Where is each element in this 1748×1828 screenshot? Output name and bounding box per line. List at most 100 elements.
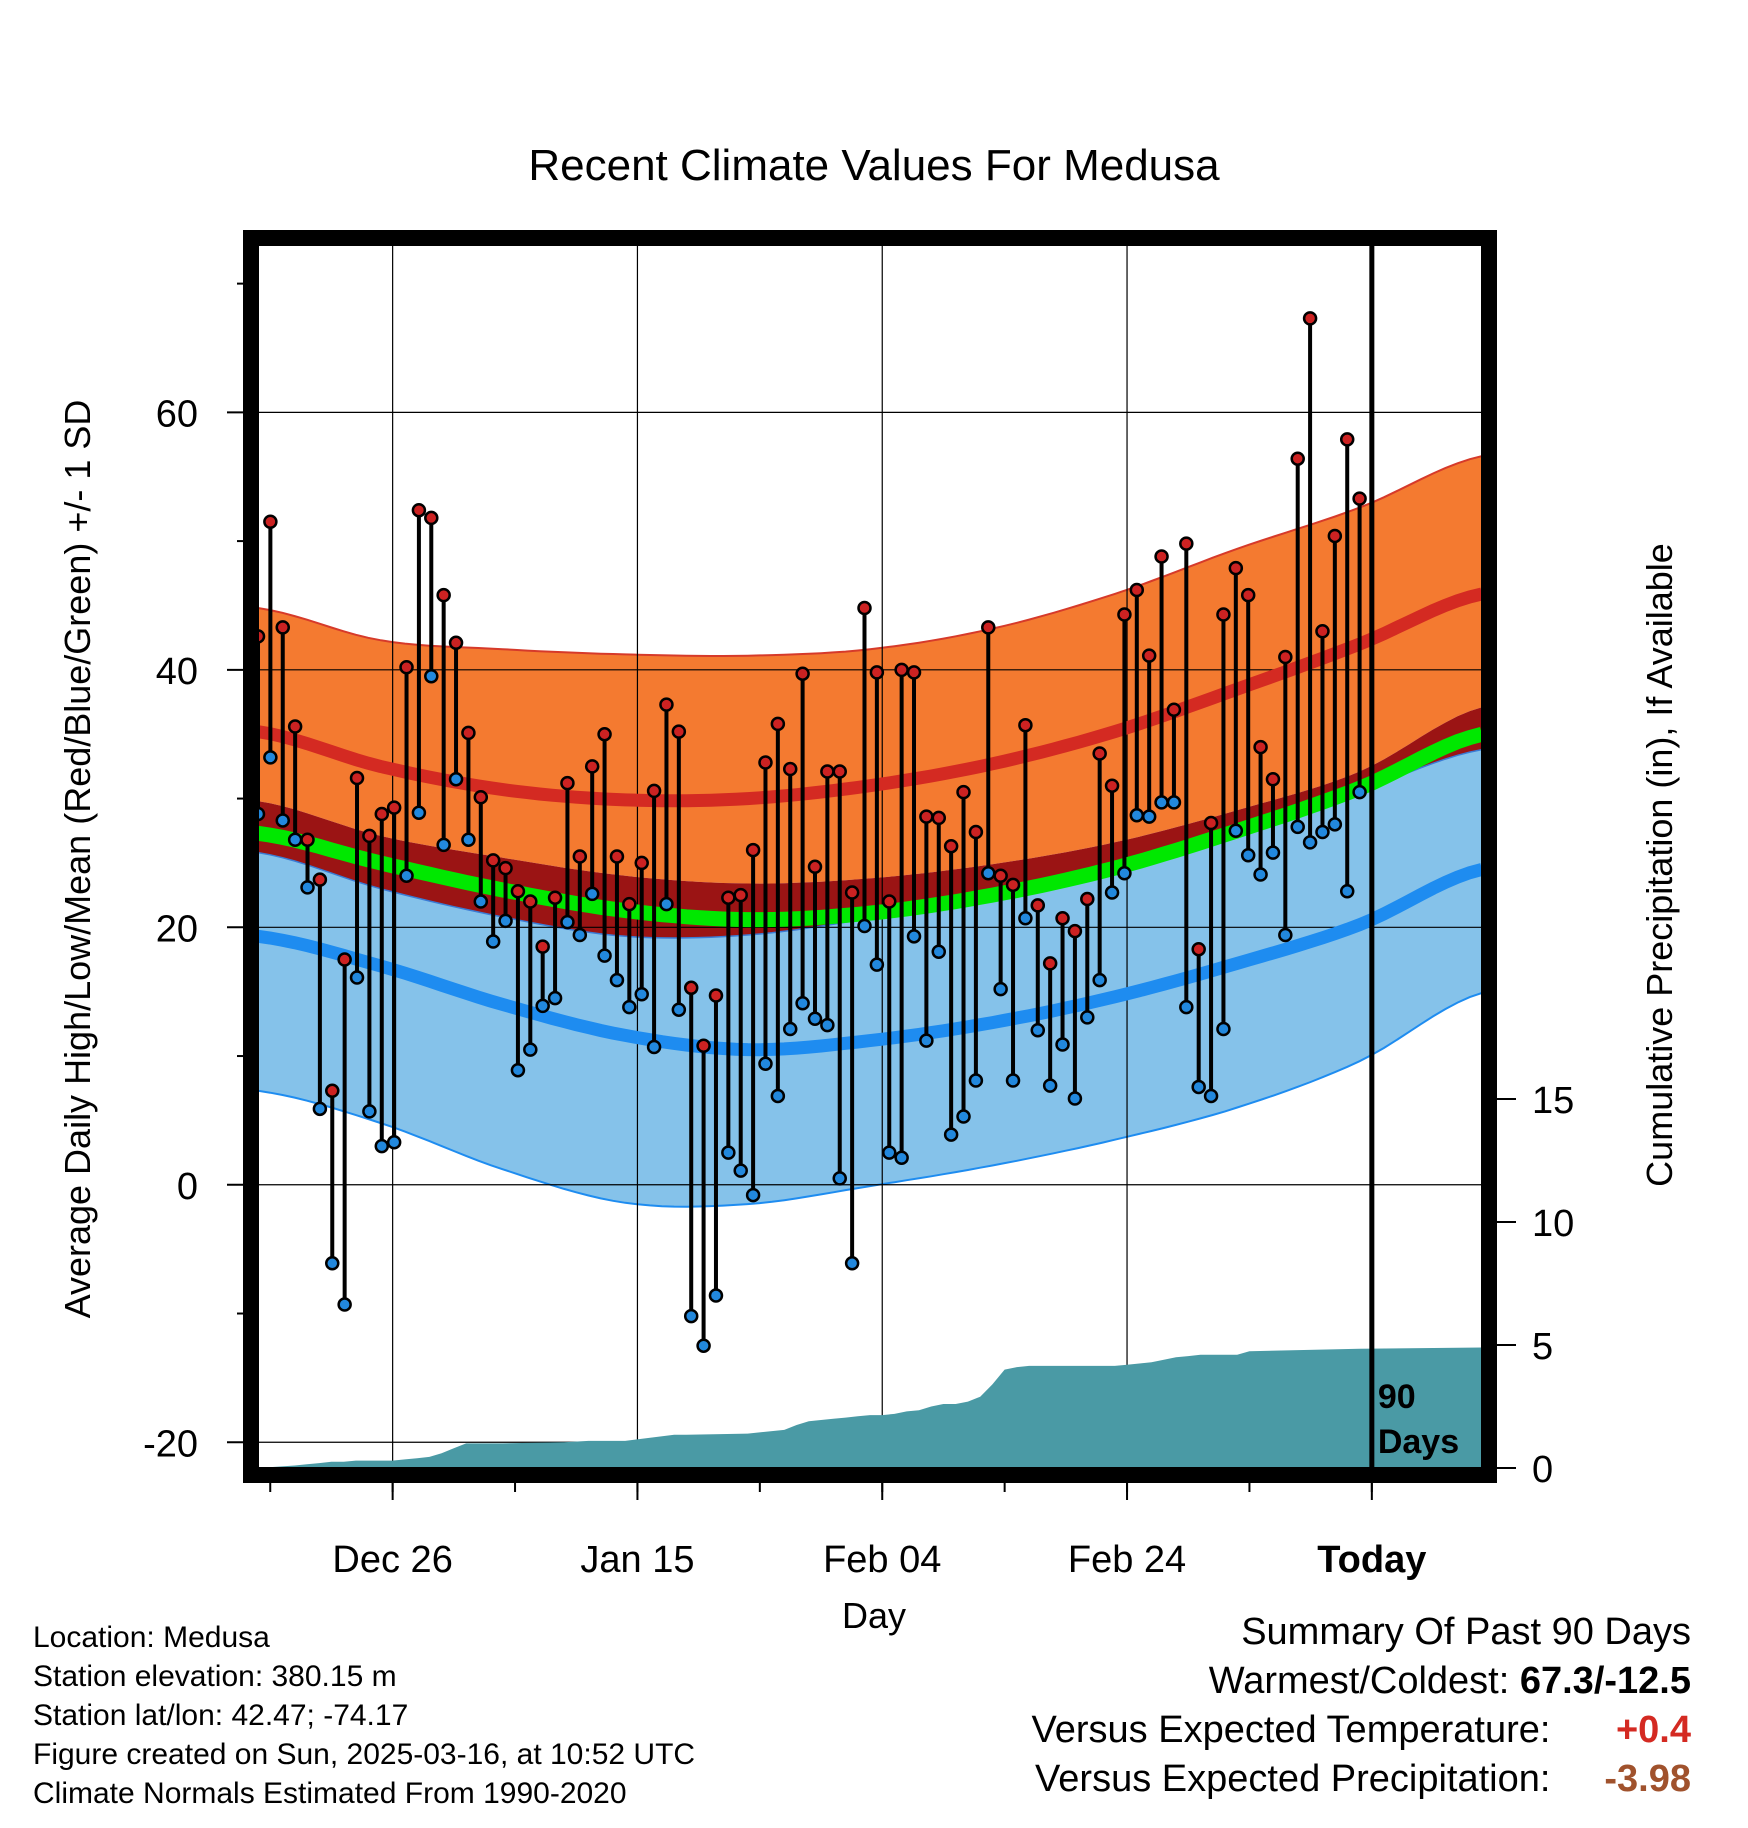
warm-cold-value: 67.3/-12.5 bbox=[1519, 1660, 1691, 1702]
high-point bbox=[275, 620, 291, 635]
high-point bbox=[1018, 717, 1033, 733]
high-point bbox=[1030, 898, 1046, 913]
high-point bbox=[1117, 607, 1132, 622]
low-point bbox=[263, 750, 278, 765]
low-point bbox=[287, 832, 303, 848]
low-point bbox=[312, 1101, 328, 1117]
high-point bbox=[931, 810, 947, 826]
low-point bbox=[622, 999, 637, 1015]
days-label-number: 90 bbox=[1378, 1378, 1416, 1416]
high-point bbox=[659, 697, 674, 712]
low-point bbox=[931, 944, 947, 960]
low-point bbox=[1203, 1088, 1219, 1104]
summary-heading: Summary Of Past 90 Days bbox=[1241, 1611, 1691, 1653]
low-point bbox=[659, 896, 674, 912]
high-point bbox=[572, 849, 588, 864]
high-point bbox=[448, 635, 464, 651]
high-point bbox=[708, 988, 724, 1003]
high-point bbox=[634, 855, 649, 871]
low-point bbox=[758, 1056, 773, 1072]
high-point bbox=[857, 600, 872, 616]
high-point bbox=[609, 849, 625, 864]
low-point bbox=[956, 1109, 971, 1124]
low-point bbox=[1005, 1073, 1021, 1088]
low-point bbox=[325, 1256, 340, 1271]
low-point bbox=[258, 806, 266, 822]
low-point bbox=[807, 1011, 823, 1026]
high-point bbox=[1228, 560, 1244, 576]
right-tick-label: 5 bbox=[1532, 1326, 1553, 1368]
low-point bbox=[1080, 1010, 1095, 1025]
low-point bbox=[349, 970, 365, 985]
high-point bbox=[1315, 623, 1330, 639]
x-tick-label: Feb 24 bbox=[1068, 1539, 1186, 1581]
high-point bbox=[721, 890, 736, 905]
low-point bbox=[1216, 1021, 1231, 1037]
created-line: Figure created on Sun, 2025-03-16, at 10… bbox=[33, 1738, 696, 1771]
low-point bbox=[1265, 845, 1281, 860]
high-point bbox=[981, 620, 996, 635]
normal-overlap-band bbox=[258, 707, 1482, 938]
normals-line: Climate Normals Estimated From 1990-2020 bbox=[33, 1777, 627, 1810]
high-point bbox=[1129, 582, 1145, 598]
high-point bbox=[386, 800, 402, 815]
low-point bbox=[498, 913, 513, 929]
low-point bbox=[733, 1163, 748, 1178]
low-point bbox=[535, 998, 550, 1014]
high-point bbox=[584, 759, 600, 774]
low-point bbox=[547, 990, 563, 1006]
summary-panel: Summary Of Past 90 Days Warmest/Coldest:… bbox=[1032, 1608, 1691, 1804]
high-point bbox=[770, 716, 786, 732]
low-point bbox=[1129, 808, 1145, 823]
low-point bbox=[597, 948, 612, 963]
high-point bbox=[1042, 956, 1058, 971]
left-axis-title: Average Daily High/Low/Mean (Red/Blue/Gr… bbox=[57, 400, 98, 1319]
low-point bbox=[510, 1062, 526, 1078]
high-point bbox=[1327, 528, 1343, 544]
low-point bbox=[634, 986, 649, 1002]
high-point bbox=[646, 783, 662, 799]
low-point bbox=[1141, 809, 1157, 824]
precipitation-area bbox=[258, 1347, 1482, 1468]
low-point bbox=[906, 929, 922, 944]
low-point bbox=[683, 1308, 699, 1324]
low-point bbox=[386, 1135, 402, 1150]
low-point bbox=[832, 1171, 847, 1186]
low-point bbox=[485, 934, 501, 949]
low-point bbox=[572, 927, 588, 943]
x-tick-label: Dec 26 bbox=[332, 1539, 452, 1581]
low-point bbox=[362, 1104, 377, 1119]
high-point bbox=[411, 502, 427, 518]
high-point bbox=[1290, 451, 1305, 466]
high-point bbox=[374, 806, 390, 822]
high-point bbox=[1092, 746, 1107, 761]
high-point bbox=[258, 629, 266, 644]
high-point bbox=[1302, 311, 1318, 326]
low-point bbox=[275, 813, 291, 828]
low-point bbox=[1240, 847, 1256, 863]
high-point bbox=[683, 980, 699, 996]
high-point bbox=[1154, 549, 1169, 564]
high-point bbox=[844, 885, 860, 900]
low-point bbox=[584, 886, 600, 902]
high-point bbox=[782, 761, 798, 777]
low-point bbox=[1253, 867, 1268, 882]
plot-area: 90 Days bbox=[258, 238, 1482, 1475]
low-point bbox=[646, 1039, 662, 1055]
low-point bbox=[337, 1297, 352, 1312]
high-point bbox=[1104, 778, 1120, 793]
high-point bbox=[498, 860, 513, 876]
high-point bbox=[894, 662, 909, 678]
high-point bbox=[325, 1083, 340, 1099]
temp-anomaly-value: +0.4 bbox=[1615, 1709, 1691, 1751]
precip-anomaly-label: Versus Expected Precipitation: bbox=[1035, 1758, 1551, 1800]
high-point bbox=[560, 775, 575, 791]
low-point bbox=[1042, 1078, 1058, 1093]
right-tick-label: 10 bbox=[1532, 1203, 1574, 1245]
high-point bbox=[1080, 891, 1095, 907]
high-point bbox=[287, 719, 303, 734]
low-point bbox=[820, 1017, 835, 1033]
high-point bbox=[622, 896, 637, 912]
high-point bbox=[968, 824, 984, 840]
low-point bbox=[374, 1138, 390, 1154]
